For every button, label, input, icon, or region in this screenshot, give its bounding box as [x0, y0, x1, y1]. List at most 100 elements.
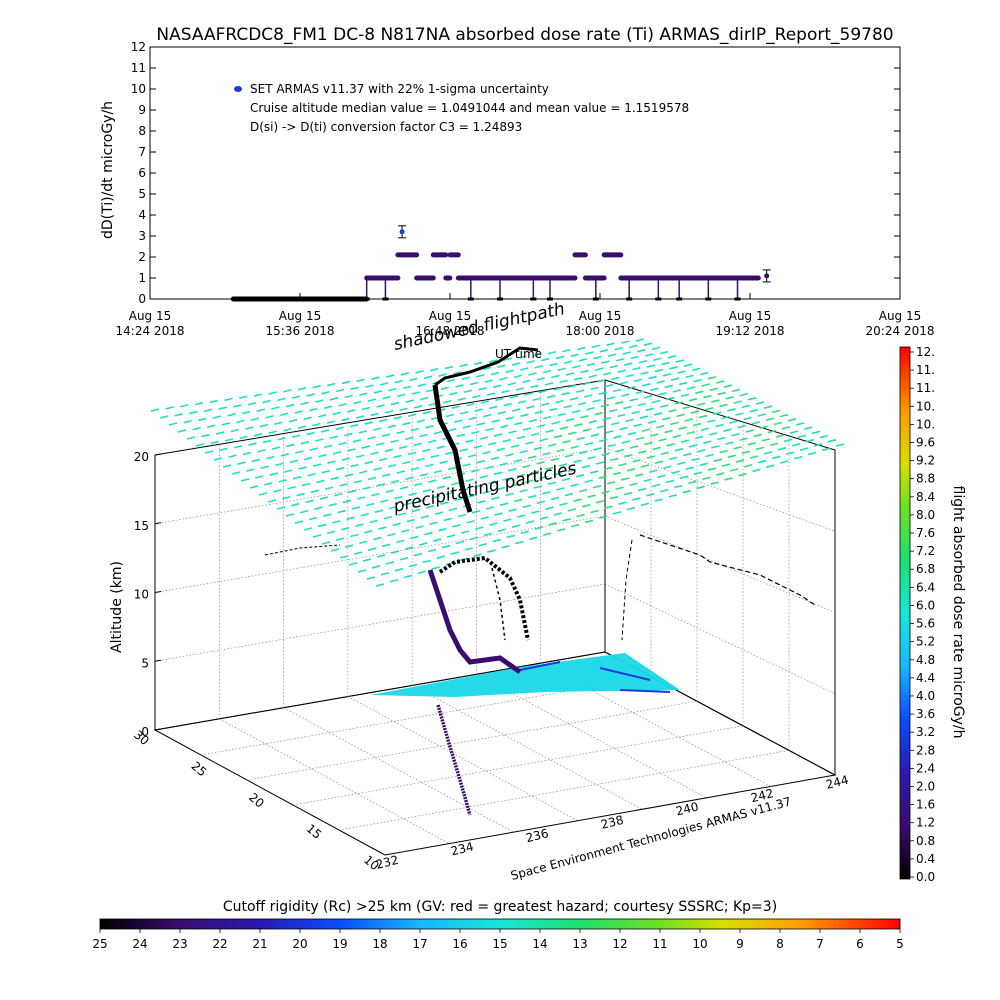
- rigidity-colorbar-gradient: [99, 918, 901, 930]
- particle-mark: [451, 481, 460, 486]
- particle-mark: [623, 491, 633, 496]
- particle-mark: [376, 404, 385, 408]
- particle-mark: [515, 387, 525, 391]
- dose-colorbar-gradient: [899, 346, 911, 880]
- particle-mark: [723, 428, 732, 432]
- particle-mark: [425, 463, 434, 468]
- particle-mark: [633, 378, 643, 383]
- particle-mark: [549, 362, 558, 367]
- rigidity-colorbar-tick-label: 10: [692, 937, 707, 951]
- particle-mark: [374, 509, 384, 513]
- rigidity-colorbar-tick-label: 25: [92, 937, 107, 951]
- particle-mark: [402, 421, 411, 426]
- particle-mark: [721, 463, 731, 467]
- particle-mark: [339, 555, 349, 559]
- particle-mark: [441, 544, 451, 549]
- particle-mark: [520, 413, 529, 418]
- particle-mark: [509, 394, 519, 399]
- rigidity-colorbar-tick-label: 17: [412, 937, 427, 951]
- particle-mark: [371, 376, 380, 380]
- longitude-tick-label: 236: [524, 826, 550, 845]
- grid-line: [154, 515, 606, 593]
- particle-mark: [312, 384, 321, 389]
- particle-mark: [733, 445, 742, 450]
- particle-mark: [493, 471, 503, 476]
- particle-mark: [534, 526, 543, 530]
- particle-mark: [323, 405, 333, 410]
- particle-mark: [365, 502, 375, 507]
- particle-mark: [482, 413, 492, 418]
- particle-mark: [615, 357, 625, 362]
- particle-mark: [699, 462, 708, 467]
- particle-mark: [660, 488, 669, 493]
- particle-mark: [580, 369, 589, 374]
- particle-mark: [666, 443, 675, 447]
- particle-mark: [438, 527, 447, 532]
- particle-mark: [352, 439, 362, 443]
- particle-mark: [404, 436, 414, 441]
- particle-mark: [396, 539, 405, 544]
- particle-mark: [835, 443, 845, 447]
- particle-mark: [380, 499, 389, 503]
- particle-mark: [298, 466, 307, 470]
- particle-mark: [739, 437, 748, 442]
- particle-mark: [630, 355, 639, 360]
- particle-mark: [282, 495, 291, 500]
- particle-mark: [666, 396, 675, 401]
- particle-mark: [650, 433, 659, 437]
- particle-mark: [551, 421, 560, 425]
- floor-grid-line: [338, 750, 790, 831]
- particle-mark: [544, 466, 554, 471]
- grid-line: [604, 447, 836, 532]
- particle-mark: [528, 418, 538, 423]
- particle-mark: [536, 377, 546, 381]
- particle-mark: [317, 523, 327, 528]
- particle-mark: [650, 387, 659, 392]
- particle-mark: [429, 521, 438, 526]
- particle-mark: [648, 375, 657, 380]
- particle-mark: [602, 416, 612, 421]
- particle-mark: [643, 395, 653, 399]
- particle-mark: [455, 540, 465, 545]
- top-y-tick-label: 12: [131, 40, 146, 54]
- particle-mark: [439, 460, 448, 465]
- particle-mark: [717, 436, 726, 441]
- particle-mark: [733, 400, 742, 404]
- particle-mark: [209, 399, 218, 404]
- particle-mark: [646, 364, 656, 368]
- particle-mark: [609, 495, 619, 500]
- particle-mark: [405, 399, 414, 403]
- particle-mark: [373, 390, 383, 394]
- particle-mark: [283, 427, 292, 432]
- particle-mark: [335, 537, 345, 542]
- wall-projection-right: [639, 534, 816, 606]
- particle-mark: [189, 410, 198, 415]
- particle-mark: [496, 486, 506, 491]
- particle-mark: [431, 566, 440, 570]
- particle-mark: [327, 460, 336, 464]
- particle-mark: [469, 381, 479, 386]
- particle-mark: [371, 492, 380, 497]
- particle-mark: [528, 494, 537, 499]
- particle-mark: [401, 529, 410, 533]
- particle-mark: [531, 432, 540, 437]
- particle-mark: [393, 416, 402, 420]
- particle-mark: [183, 419, 192, 424]
- particle-mark: [570, 353, 579, 358]
- particle-mark: [731, 432, 740, 437]
- particle-mark: [696, 485, 705, 490]
- floor-grid-line: [347, 696, 578, 821]
- dose-colorbar-tick-label: 6.4: [916, 580, 935, 594]
- flightpath-3d-plot: shadowed flightpath UT time precipitatin…: [109, 299, 850, 883]
- particle-mark: [735, 412, 744, 416]
- dose-colorbar-ticks: 0.0 0.4 0.8 1.2 1.6 2.0 2.4 2.8 3.2 3.6 4.0 4.4 4.8 5…: [910, 345, 935, 884]
- particle-mark: [747, 397, 757, 401]
- particle-mark: [651, 399, 661, 404]
- particle-mark: [479, 474, 488, 479]
- ground-detail: [519, 661, 671, 693]
- particle-mark: [294, 520, 304, 524]
- particle-mark: [434, 511, 444, 515]
- top-y-tick-label: 8: [138, 124, 146, 138]
- particle-mark: [338, 441, 347, 446]
- floor-grid-line: [412, 685, 643, 810]
